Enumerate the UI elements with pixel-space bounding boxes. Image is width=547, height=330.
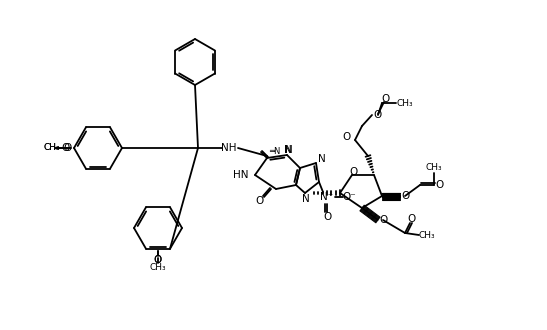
Text: O: O xyxy=(374,110,382,120)
Text: N: N xyxy=(318,154,326,164)
Text: CH₃: CH₃ xyxy=(426,162,443,172)
Text: O: O xyxy=(379,215,387,225)
Text: O: O xyxy=(63,143,71,153)
Text: CH₃: CH₃ xyxy=(150,263,166,272)
Text: N: N xyxy=(284,145,292,155)
Text: N⁺: N⁺ xyxy=(321,192,334,202)
Text: O: O xyxy=(154,255,162,265)
Text: CH₃: CH₃ xyxy=(44,144,60,152)
Text: O: O xyxy=(343,132,351,142)
Text: N: N xyxy=(302,194,310,204)
Text: O: O xyxy=(154,255,162,265)
Text: CH₃: CH₃ xyxy=(44,144,60,152)
Text: HN: HN xyxy=(234,170,249,180)
Text: O: O xyxy=(382,94,390,104)
Text: O: O xyxy=(62,143,70,153)
Text: O: O xyxy=(407,214,415,224)
Text: O: O xyxy=(350,167,358,177)
Text: CH₃: CH₃ xyxy=(418,230,435,240)
Text: O: O xyxy=(256,196,264,206)
Text: O⁻: O⁻ xyxy=(342,192,356,202)
Text: O: O xyxy=(323,212,331,222)
Text: O: O xyxy=(436,180,444,190)
Text: NH: NH xyxy=(221,143,237,153)
Text: N: N xyxy=(285,145,293,155)
Text: O: O xyxy=(401,191,409,201)
Text: CH₃: CH₃ xyxy=(397,98,414,108)
Text: ═N: ═N xyxy=(269,148,281,156)
